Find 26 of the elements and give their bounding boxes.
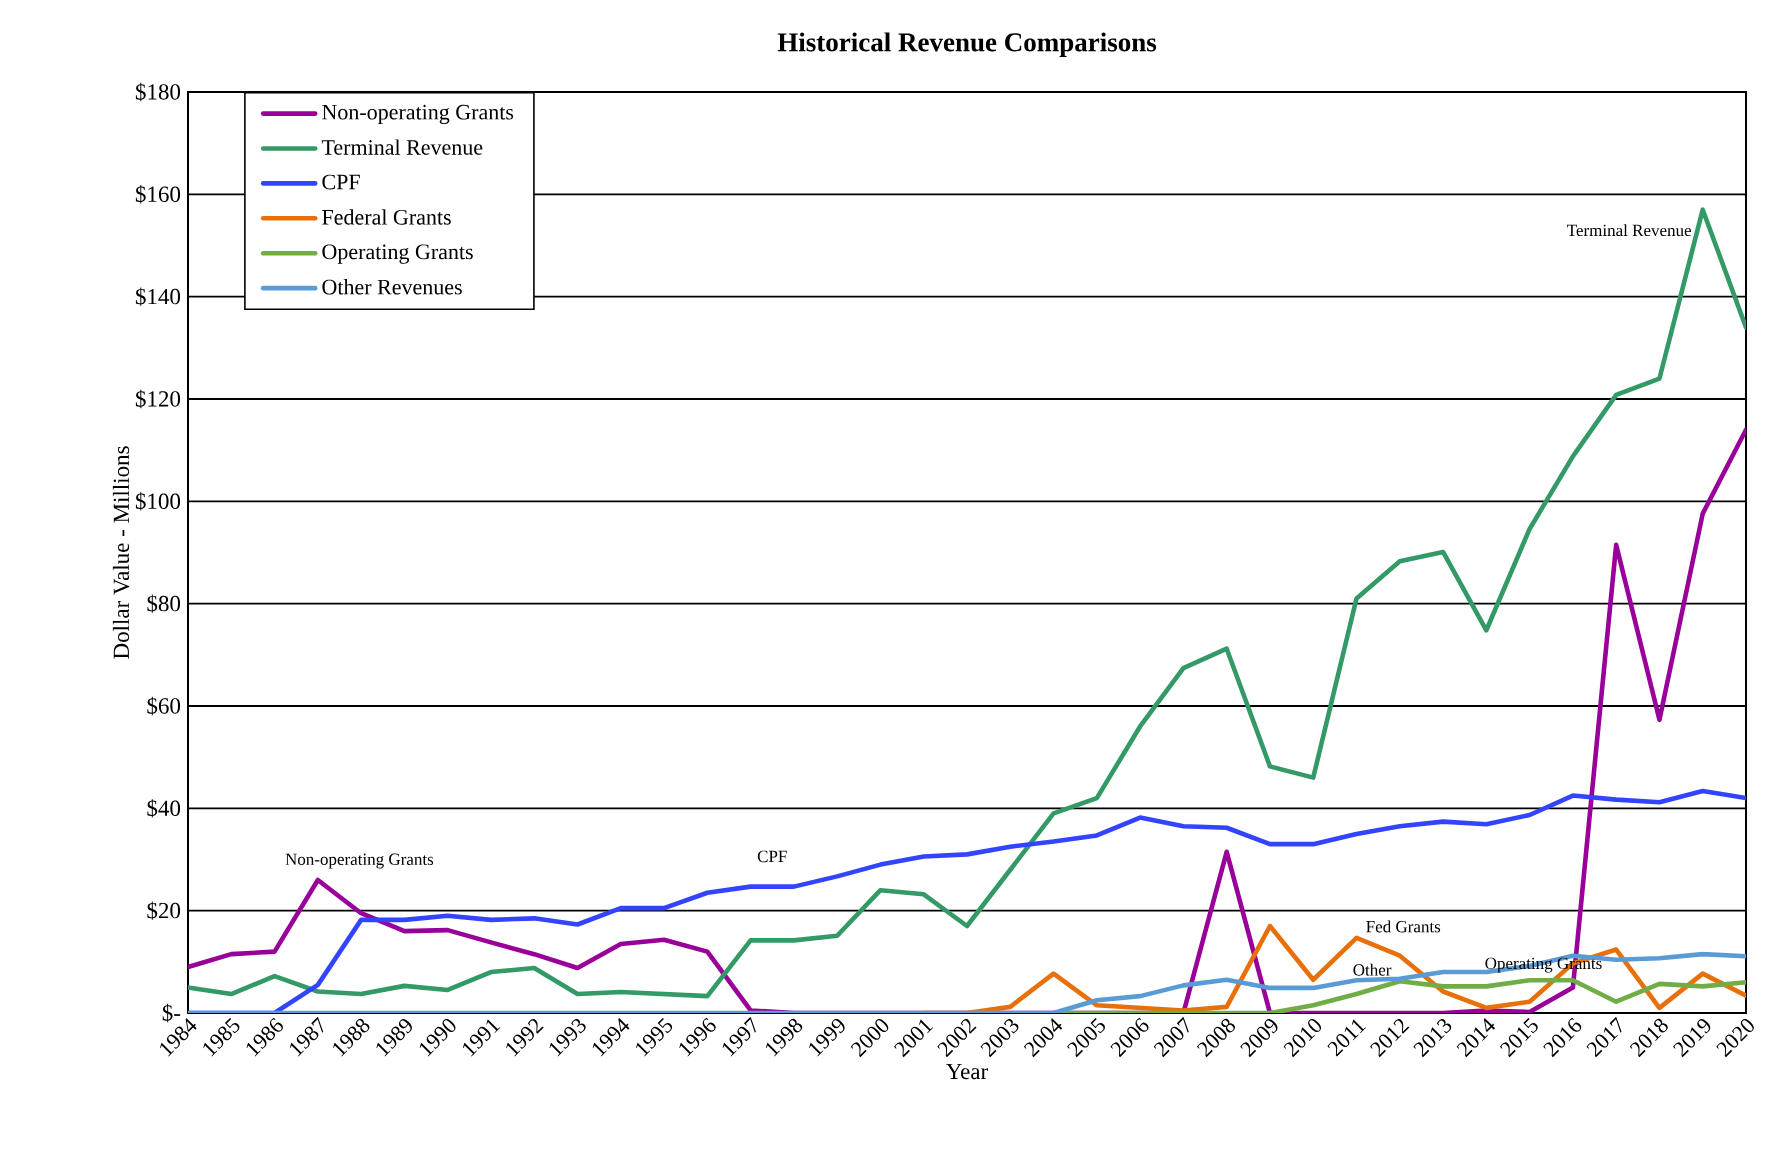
annotation: CPF: [757, 850, 787, 863]
annotation: Terminal Revenue: [1567, 224, 1692, 237]
annotation: Non-operating Grants: [285, 853, 434, 869]
legend-label: CPF: [322, 174, 360, 190]
x-tick-label: 2011: [1327, 1019, 1366, 1057]
y-tick-label: $180: [135, 82, 181, 102]
y-tick-label: $160: [135, 185, 181, 204]
annotation: Other: [1353, 963, 1392, 976]
x-tick-label: 1989: [376, 1019, 412, 1057]
annotation: Fed Grants: [1366, 920, 1441, 933]
chart-title: Historical Revenue Comparisons: [777, 32, 1157, 57]
x-axis-title: Year: [946, 1063, 989, 1080]
x-tick-label: 1993: [549, 1018, 586, 1057]
y-axis-title: Dollar Value - Millions: [112, 446, 130, 659]
legend-label: Operating Grants: [322, 244, 473, 264]
legend-label: Terminal Revenue: [321, 139, 483, 155]
y-tick-label: $40: [147, 799, 181, 818]
y-tick-label: $80: [147, 594, 181, 613]
legend-label: Non-operating Grants: [322, 104, 514, 125]
y-tick-label: $20: [147, 901, 181, 920]
legend-label: Other Revenues: [322, 279, 462, 295]
legend-label: Federal Grants: [322, 209, 451, 225]
y-tick-label: $60: [147, 696, 181, 716]
y-tick-label: $100: [135, 492, 181, 511]
y-tick-label: $140: [135, 287, 181, 306]
y-tick-label: $120: [135, 389, 181, 409]
